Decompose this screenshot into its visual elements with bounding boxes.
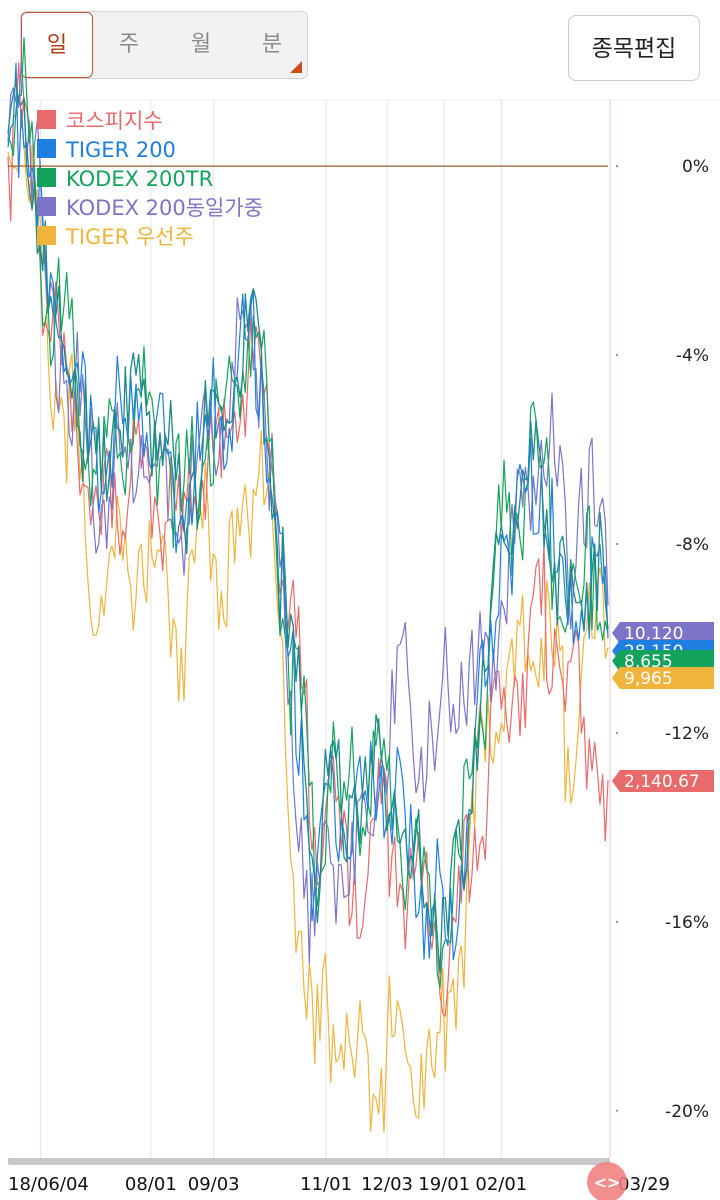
legend-swatch-kodex200tr (37, 168, 56, 187)
scroll-handle (587, 1162, 627, 1200)
x-tick-label: 12/03 (361, 1174, 413, 1195)
x-tick-label: 19/01 (418, 1174, 470, 1195)
x-axis: 18/06/04 08/01 09/03 11/01 12/03 19/01 02/01 03… (8, 1174, 670, 1195)
price-tag-tigerpref: 9,965 (612, 667, 714, 689)
legend-label-kodex200eq: KODEX 200동일가중 (66, 196, 263, 220)
price-tag-kodex200eq: 10,120 (612, 622, 714, 644)
y-tick-label: -20% (665, 1102, 709, 1122)
price-tag-value: 9,965 (624, 669, 673, 689)
legend-label-kospi: 코스피지수 (66, 109, 163, 133)
legend-swatch-tiger200 (37, 139, 56, 158)
legend-label-tigerpref: TIGER 우선주 (65, 225, 194, 249)
scroll-arrows-icon: <> (594, 1173, 621, 1192)
price-tag-bg (612, 667, 714, 689)
y-tick-label: -16% (665, 913, 709, 933)
legend-swatch-kospi (37, 110, 56, 129)
scroll-bar[interactable]: <> (8, 1158, 627, 1200)
series-line-kodex200tr (7, 37, 609, 989)
tab-minute[interactable]: 분 (261, 32, 283, 57)
tab-month[interactable]: 월 (190, 32, 212, 57)
period-selector: 일 주 월 분 (20, 11, 308, 79)
legend-swatch-kodex200eq (37, 197, 56, 216)
dropdown-corner-icon (290, 61, 302, 73)
tab-day[interactable]: 일 (21, 12, 93, 78)
x-tick-label: 02/01 (475, 1174, 527, 1195)
legend-label-tiger200: TIGER 200 (65, 138, 176, 162)
legend: 코스피지수 TIGER 200 KODEX 200TR KODEX 200동일가중 TI… (37, 109, 263, 249)
series-line-tigerpref (7, 108, 609, 1133)
y-tick-label: -4% (676, 346, 709, 366)
price-tag-value: 2,140.67 (624, 772, 700, 792)
y-tick-label: -12% (665, 724, 709, 744)
price-tag-value: 10,120 (624, 624, 683, 644)
y-tick-mark (616, 542, 618, 545)
price-tag-bg (612, 770, 714, 792)
grid-layer (0, 99, 720, 1158)
series-line-kodex200eq (7, 61, 609, 964)
series-line-overlay (7, 81, 609, 974)
y-tick-mark (616, 731, 618, 734)
price-tag-bg (612, 622, 714, 644)
edit-stocks-button[interactable]: 종목편집 (568, 15, 700, 81)
lines-layer (7, 37, 609, 1133)
x-tick-label: 18/06/04 (8, 1174, 89, 1195)
x-tick-label: 09/03 (188, 1174, 240, 1195)
y-axis: 0% -4% -8% -12% -16% -20% (616, 157, 709, 1122)
x-tick-label: 08/01 (125, 1174, 177, 1195)
legend-label-kodex200tr: KODEX 200TR (66, 167, 213, 191)
y-tick-label: 0% (682, 157, 709, 177)
legend-swatch-tigerpref (37, 226, 56, 245)
y-tick-label: -8% (676, 535, 709, 555)
y-tick-mark (616, 165, 618, 168)
y-tick-mark (616, 1109, 618, 1112)
x-tick-label: 11/01 (300, 1174, 352, 1195)
price-tag-bg (612, 650, 714, 672)
tab-week[interactable]: 주 (118, 32, 140, 57)
scroll-track (8, 1158, 610, 1165)
y-tick-mark (616, 354, 618, 357)
price-tag-kospi: 2,140.67 (612, 770, 714, 792)
x-tick-label: 03/29 (618, 1174, 670, 1195)
y-tick-mark (616, 920, 618, 923)
